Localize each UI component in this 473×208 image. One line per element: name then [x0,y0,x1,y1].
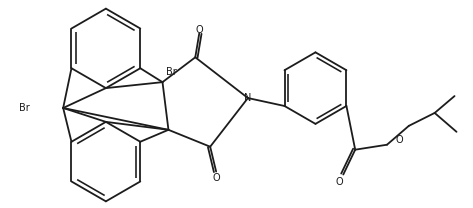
Text: Br: Br [166,67,177,77]
Text: O: O [335,177,343,187]
Text: O: O [212,172,220,182]
Text: O: O [195,25,203,35]
Text: Br: Br [18,103,29,113]
Text: O: O [396,135,403,145]
Text: N: N [244,93,252,103]
